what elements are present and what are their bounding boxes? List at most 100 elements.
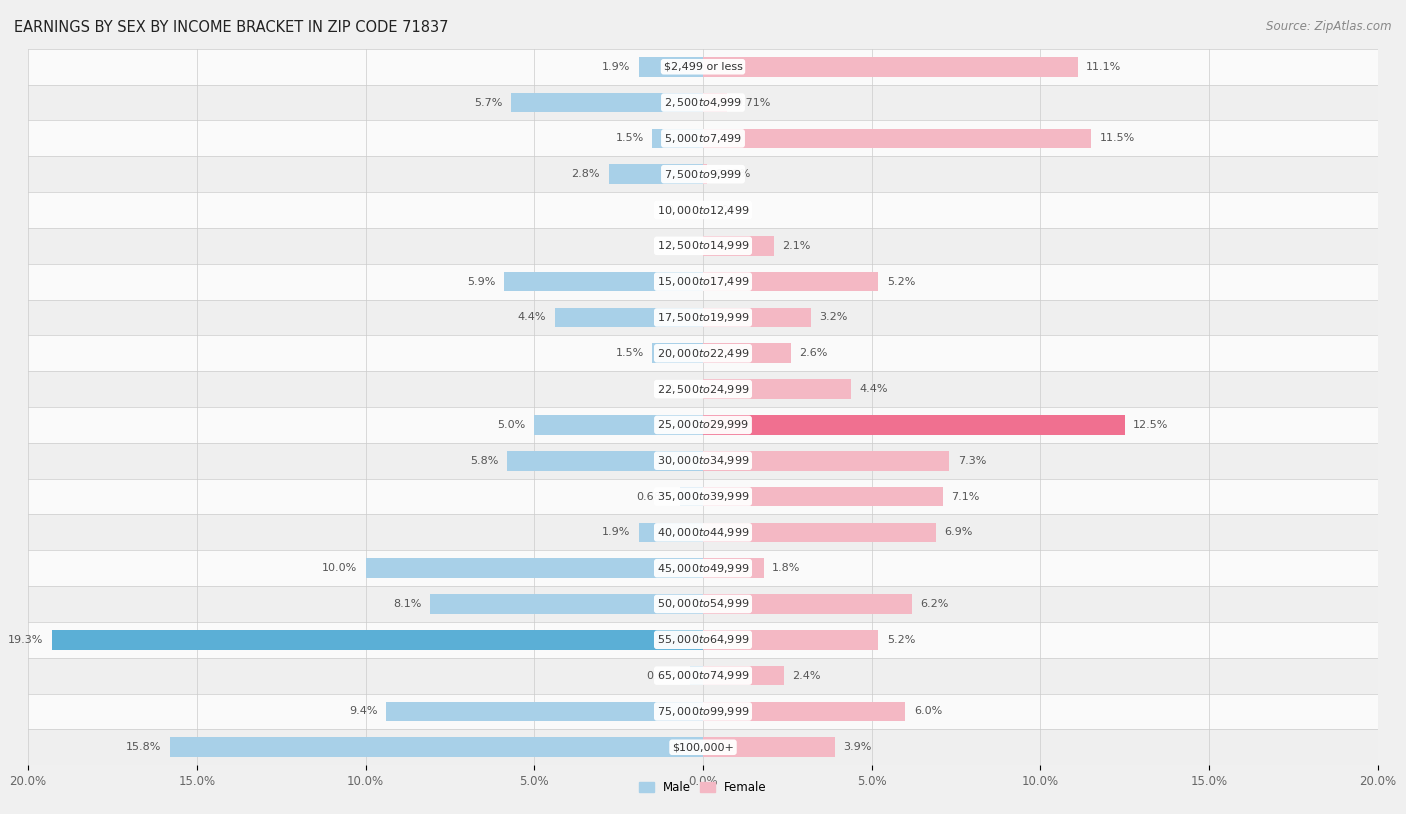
Bar (703, 93, 727, 112)
Text: 11.5%: 11.5% (1099, 133, 1135, 143)
Bar (638, 57, 703, 77)
Text: 2.1%: 2.1% (782, 241, 811, 251)
Bar (28, 694, 1378, 729)
Bar (510, 93, 703, 112)
Bar (28, 85, 1378, 120)
Bar (28, 443, 1378, 479)
Text: $55,000 to $64,999: $55,000 to $64,999 (657, 633, 749, 646)
Text: 4.4%: 4.4% (860, 384, 889, 394)
Text: $10,000 to $12,499: $10,000 to $12,499 (657, 204, 749, 217)
Bar (703, 344, 790, 363)
Bar (703, 702, 905, 721)
Bar (385, 702, 703, 721)
Text: $2,500 to $4,999: $2,500 to $4,999 (664, 96, 742, 109)
Text: 0.39%: 0.39% (645, 671, 682, 681)
Text: 0.0%: 0.0% (666, 241, 695, 251)
Bar (28, 479, 1378, 514)
Bar (28, 49, 1378, 85)
Text: 2.4%: 2.4% (793, 671, 821, 681)
Text: 10.0%: 10.0% (322, 563, 357, 573)
Text: 3.9%: 3.9% (844, 742, 872, 752)
Text: 15.8%: 15.8% (127, 742, 162, 752)
Text: 12.5%: 12.5% (1133, 420, 1168, 430)
Bar (652, 344, 703, 363)
Text: 5.2%: 5.2% (887, 277, 915, 287)
Text: 5.8%: 5.8% (471, 456, 499, 466)
Bar (170, 737, 703, 757)
Bar (703, 630, 879, 650)
Bar (28, 192, 1378, 228)
Bar (703, 487, 942, 506)
Text: 19.3%: 19.3% (8, 635, 44, 645)
Bar (703, 666, 785, 685)
Text: 8.1%: 8.1% (392, 599, 422, 609)
Bar (638, 523, 703, 542)
Bar (28, 264, 1378, 300)
Bar (703, 558, 763, 578)
Bar (703, 737, 835, 757)
Text: Source: ZipAtlas.com: Source: ZipAtlas.com (1267, 20, 1392, 33)
Bar (28, 335, 1378, 371)
Bar (703, 415, 1125, 435)
Text: 2.6%: 2.6% (799, 348, 828, 358)
Bar (430, 594, 703, 614)
Bar (703, 272, 879, 291)
Text: 5.7%: 5.7% (474, 98, 502, 107)
Text: 6.9%: 6.9% (945, 527, 973, 537)
Bar (652, 129, 703, 148)
Text: 7.1%: 7.1% (950, 492, 980, 501)
Text: $100,000+: $100,000+ (672, 742, 734, 752)
Bar (681, 487, 703, 506)
Text: 1.9%: 1.9% (602, 527, 630, 537)
Bar (28, 514, 1378, 550)
Text: 6.0%: 6.0% (914, 707, 942, 716)
Text: 11.1%: 11.1% (1085, 62, 1121, 72)
Text: $22,500 to $24,999: $22,500 to $24,999 (657, 383, 749, 396)
Text: $25,000 to $29,999: $25,000 to $29,999 (657, 418, 749, 431)
Bar (52, 630, 703, 650)
Text: $40,000 to $44,999: $40,000 to $44,999 (657, 526, 749, 539)
Bar (28, 550, 1378, 586)
Bar (609, 164, 703, 184)
Legend: Male, Female: Male, Female (634, 777, 772, 799)
Text: 4.4%: 4.4% (517, 313, 546, 322)
Text: 9.4%: 9.4% (349, 707, 377, 716)
Text: $45,000 to $49,999: $45,000 to $49,999 (657, 562, 749, 575)
Bar (28, 156, 1378, 192)
Bar (28, 658, 1378, 694)
Bar (503, 272, 703, 291)
Text: $17,500 to $19,999: $17,500 to $19,999 (657, 311, 749, 324)
Text: 1.5%: 1.5% (616, 348, 644, 358)
Text: 1.5%: 1.5% (616, 133, 644, 143)
Text: 2.8%: 2.8% (572, 169, 600, 179)
Bar (703, 594, 912, 614)
Bar (508, 451, 703, 470)
Text: $30,000 to $34,999: $30,000 to $34,999 (657, 454, 749, 467)
Bar (28, 586, 1378, 622)
Bar (703, 57, 1077, 77)
Text: 6.2%: 6.2% (921, 599, 949, 609)
Bar (703, 164, 707, 184)
Text: 3.2%: 3.2% (820, 313, 848, 322)
Text: $35,000 to $39,999: $35,000 to $39,999 (657, 490, 749, 503)
Text: 7.3%: 7.3% (957, 456, 986, 466)
Text: 5.9%: 5.9% (467, 277, 495, 287)
Bar (534, 415, 703, 435)
Bar (366, 558, 703, 578)
Bar (703, 379, 852, 399)
Bar (28, 228, 1378, 264)
Bar (554, 308, 703, 327)
Bar (703, 523, 936, 542)
Text: 0.12%: 0.12% (716, 169, 751, 179)
Text: 0.68%: 0.68% (637, 492, 672, 501)
Text: $75,000 to $99,999: $75,000 to $99,999 (657, 705, 749, 718)
Text: $15,000 to $17,499: $15,000 to $17,499 (657, 275, 749, 288)
Bar (690, 666, 703, 685)
Bar (28, 729, 1378, 765)
Text: $2,499 or less: $2,499 or less (664, 62, 742, 72)
Text: 0.0%: 0.0% (666, 205, 695, 215)
Bar (28, 300, 1378, 335)
Bar (703, 129, 1091, 148)
Text: $12,500 to $14,999: $12,500 to $14,999 (657, 239, 749, 252)
Text: $50,000 to $54,999: $50,000 to $54,999 (657, 597, 749, 610)
